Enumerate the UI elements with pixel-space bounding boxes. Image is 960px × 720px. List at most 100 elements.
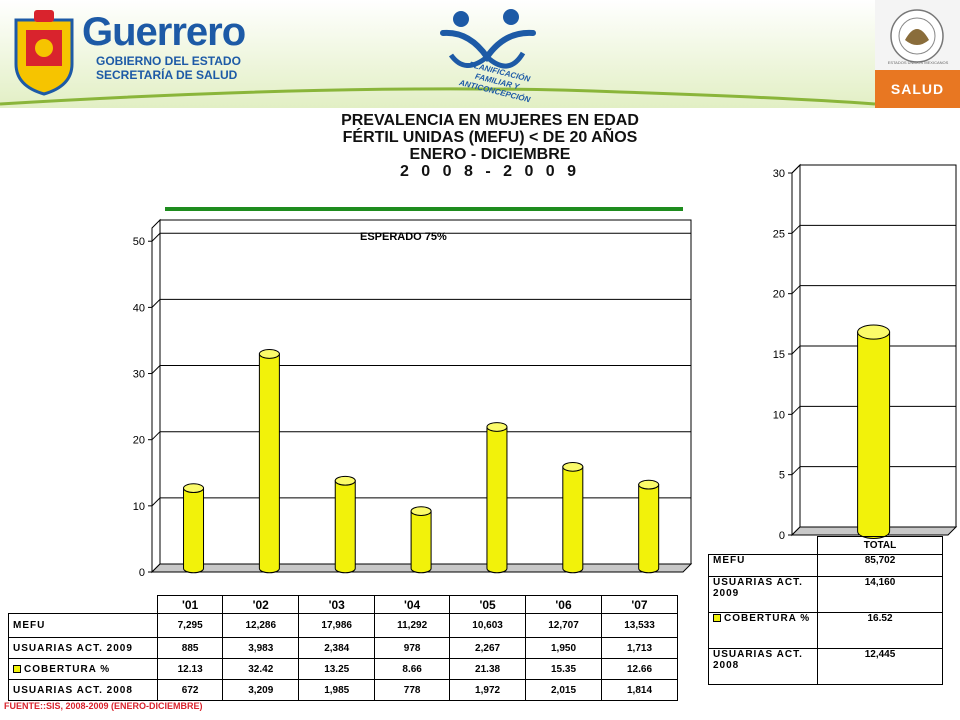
table-cell: 1,972 bbox=[449, 679, 527, 701]
y-tick-label: 20 bbox=[773, 289, 785, 301]
table-cell: 778 bbox=[374, 679, 451, 701]
table-cell: 3,983 bbox=[222, 637, 300, 659]
guerrero-shield-icon bbox=[14, 10, 74, 96]
bar bbox=[258, 349, 280, 574]
title-line-3: ENERO - DICIEMBRE bbox=[409, 146, 571, 163]
total-data-table: TOTAL MEFU 85,702 USUARIAS ACT. 2009 14,160… bbox=[708, 536, 943, 685]
table-cell: 10,603 bbox=[449, 613, 527, 638]
y-tick-label: 10 bbox=[773, 409, 785, 421]
chart-title: PREVALENCIA EN MUJERES EN EDAD FÉRTIL UN… bbox=[300, 112, 680, 180]
gridline bbox=[791, 164, 801, 174]
header-wave bbox=[0, 0, 876, 108]
table-cell: 2,384 bbox=[298, 637, 376, 659]
table-cell: 17,986 bbox=[298, 613, 376, 638]
table-cell: 15.35 bbox=[525, 658, 602, 680]
gridline bbox=[151, 299, 161, 308]
total-coverage-chart: 0 5 10 15 20 25 30 bbox=[773, 163, 958, 542]
table-cell: 1,985 bbox=[298, 679, 376, 701]
salud-badge: SALUD bbox=[875, 70, 960, 108]
table-cell: 32.42 bbox=[222, 658, 300, 680]
table-row: COBERTURA % 12.13 32.42 13.25 8.66 21.38 15.35… bbox=[8, 658, 678, 680]
y-tick-label: 50 bbox=[133, 236, 145, 248]
state-health-line: SECRETARÍA DE SALUD bbox=[96, 68, 238, 82]
table-row: MEFU 85,702 bbox=[708, 554, 943, 577]
mexico-seal-icon bbox=[890, 9, 944, 63]
row-label: COBERTURA % bbox=[8, 658, 158, 680]
table-cell: 12,286 bbox=[222, 613, 300, 638]
y-tick-label: 5 bbox=[779, 470, 785, 482]
table-cell: 12,707 bbox=[525, 613, 602, 638]
state-name: Guerrero bbox=[82, 10, 246, 54]
bar bbox=[410, 506, 432, 574]
legend-swatch bbox=[713, 614, 721, 623]
table-row: USUARIAS ACT. 2008 672 3,209 1,985 778 1,972 2… bbox=[8, 679, 678, 701]
x-tick-label: '01 bbox=[156, 595, 224, 614]
x-tick-label: '04 bbox=[374, 595, 451, 614]
table-cell: 8.66 bbox=[374, 658, 451, 680]
table-cell: 1,950 bbox=[525, 637, 602, 659]
row-label: COBERTURA % bbox=[708, 612, 818, 649]
table-cell: 978 bbox=[374, 637, 451, 659]
table-cell: 672 bbox=[156, 679, 224, 701]
row-label: USUARIAS ACT. 2009 bbox=[8, 637, 158, 659]
table-cell: 885 bbox=[156, 637, 224, 659]
table-cell: 2,267 bbox=[449, 637, 527, 659]
row-label: USUARIAS ACT. 2009 bbox=[708, 576, 818, 613]
y-tick-label: 0 bbox=[139, 567, 145, 579]
legend-swatch bbox=[13, 664, 21, 673]
gridline bbox=[791, 405, 801, 415]
source-note: FUENTE::SIS, 2008-2009 (ENERO-DICIEMBRE) bbox=[4, 701, 203, 711]
x-tick-label: '03 bbox=[298, 595, 376, 614]
table-row: USUARIAS ACT. 2009 14,160 bbox=[708, 576, 943, 613]
table-cell: 1,814 bbox=[601, 679, 678, 701]
bar bbox=[857, 324, 891, 539]
gridline bbox=[791, 285, 801, 295]
gridline bbox=[791, 224, 801, 234]
table-cell: 12,445 bbox=[817, 648, 943, 685]
table-cell: 12.13 bbox=[156, 658, 224, 680]
x-tick-label: '07 bbox=[601, 595, 678, 614]
gridline bbox=[151, 232, 161, 242]
table-cell: 2,015 bbox=[525, 679, 602, 701]
table-cell: 3,209 bbox=[222, 679, 300, 701]
state-government-line: GOBIERNO DEL ESTADO bbox=[96, 54, 241, 68]
y-tick-label: 40 bbox=[133, 302, 145, 314]
table-cell: 1,713 bbox=[601, 637, 678, 659]
table-row: MEFU 7,295 12,286 17,986 11,292 10,603 12,707 1… bbox=[8, 613, 678, 638]
y-tick-label: 30 bbox=[773, 168, 785, 180]
side-wall bbox=[151, 218, 161, 574]
chart-annotation: ESPERADO 75% bbox=[360, 231, 447, 243]
table-cell: 21.38 bbox=[449, 658, 527, 680]
table-cell: 11,292 bbox=[374, 613, 451, 638]
y-tick-label: 25 bbox=[773, 228, 785, 240]
table-cell: 7,295 bbox=[156, 613, 224, 638]
bar bbox=[638, 479, 660, 574]
ministry-logo: ESTADOS UNIDOS MEXICANOS SALUD bbox=[875, 0, 960, 108]
table-cell: 16.52 bbox=[817, 612, 943, 649]
title-line-2: FÉRTIL UNIDAS (MEFU) < DE 20 AÑOS bbox=[342, 129, 638, 146]
table-row: USUARIAS ACT. 2009 885 3,983 2,384 978 2,267 1… bbox=[8, 637, 678, 659]
guerrero-logo: Guerrero GOBIERNO DEL ESTADO SECRETARÍA … bbox=[10, 8, 250, 98]
y-tick-label: 0 bbox=[779, 530, 785, 542]
x-tick-label: '02 bbox=[222, 595, 300, 614]
row-label: MEFU bbox=[708, 554, 818, 577]
total-header: TOTAL bbox=[817, 536, 943, 555]
table-cell: 14,160 bbox=[817, 576, 943, 613]
seal-inscription: ESTADOS UNIDOS MEXICANOS bbox=[887, 60, 949, 65]
gridline bbox=[151, 431, 161, 441]
table-cell: 13.25 bbox=[298, 658, 376, 680]
bar bbox=[334, 475, 356, 574]
y-tick-label: 20 bbox=[133, 435, 145, 447]
monthly-coverage-chart: 0 10 20 30 40 50 ESPERADO 75% bbox=[133, 218, 693, 579]
monthly-data-table: '01'02'03'04'05'06'07 MEFU 7,295 12,286 17,9… bbox=[8, 595, 678, 701]
title-line-1: PREVALENCIA EN MUJERES EN EDAD bbox=[341, 112, 639, 129]
bar bbox=[486, 422, 508, 574]
bar bbox=[183, 483, 205, 574]
table-cell: 85,702 bbox=[817, 554, 943, 577]
family-planning-logo: PLANIFICACIÓN FAMILIAR Y ANTICONCEPCIÓN bbox=[425, 5, 565, 105]
gridline bbox=[791, 466, 801, 476]
table-cell: 12.66 bbox=[601, 658, 678, 680]
x-tick-label: '06 bbox=[525, 595, 602, 614]
title-line-4: 2 0 0 8 - 2 0 0 9 bbox=[399, 163, 581, 180]
bar bbox=[562, 461, 584, 574]
